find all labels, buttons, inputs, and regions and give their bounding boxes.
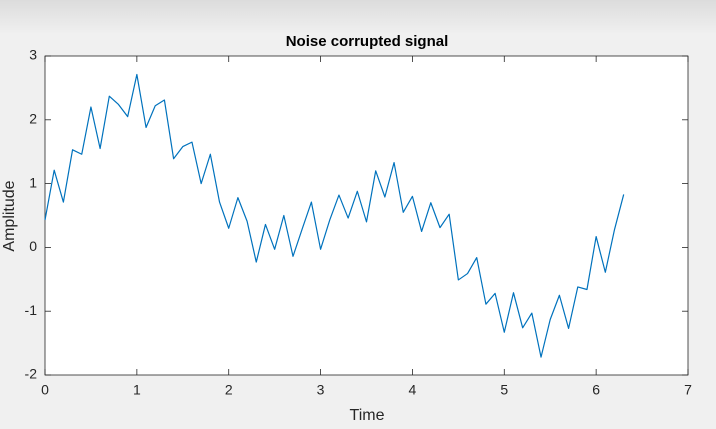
- x-tick-label: 2: [225, 382, 233, 398]
- x-tick-label: 4: [409, 382, 417, 398]
- y-axis-label: Amplitude: [1, 180, 18, 251]
- x-tick-label: 3: [317, 382, 325, 398]
- y-tick-label: 2: [29, 111, 37, 127]
- x-tick-label: 1: [133, 382, 141, 398]
- y-tick-label: -2: [25, 366, 38, 382]
- signal-line: [44, 73, 625, 358]
- x-tick-label: 7: [684, 382, 692, 398]
- y-tick-label: -1: [25, 302, 38, 318]
- x-tick-label: 0: [41, 382, 49, 398]
- y-tick-label: 3: [29, 47, 37, 63]
- chart-title: Noise corrupted signal: [286, 33, 449, 50]
- y-tick-label: 0: [29, 238, 37, 254]
- x-axis-label: Time: [350, 407, 385, 424]
- x-tick-label: 6: [592, 382, 600, 398]
- y-tick-label: 1: [29, 174, 37, 190]
- axes-box: [44, 55, 689, 376]
- x-tick-label: 5: [500, 382, 508, 398]
